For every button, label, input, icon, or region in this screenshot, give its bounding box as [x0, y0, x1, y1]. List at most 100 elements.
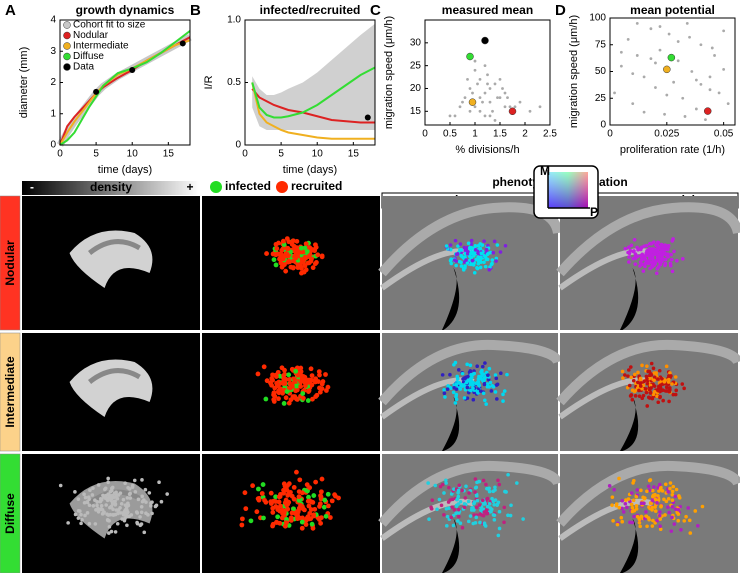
cell — [437, 497, 442, 502]
scatter-point — [458, 105, 462, 109]
cell — [488, 265, 492, 269]
cell — [642, 496, 647, 501]
cell — [459, 264, 464, 268]
density-core — [87, 239, 141, 255]
cell — [87, 503, 92, 508]
cell — [626, 374, 630, 378]
cell — [292, 246, 298, 252]
cell — [288, 515, 294, 521]
cell — [491, 385, 496, 389]
cell — [489, 262, 494, 267]
image-panel — [556, 333, 740, 451]
cell — [454, 503, 459, 508]
cell — [272, 385, 278, 391]
cell — [629, 375, 634, 380]
y-tick-label: 2 — [50, 77, 56, 88]
cell — [479, 251, 484, 256]
cell — [456, 244, 460, 248]
cell — [650, 396, 655, 401]
cell — [491, 489, 495, 494]
cell — [317, 372, 322, 378]
cell — [280, 238, 286, 244]
cell — [668, 486, 672, 491]
cell — [682, 386, 686, 391]
cell — [464, 380, 469, 385]
scatter-point — [491, 109, 494, 113]
cell — [629, 243, 634, 248]
cell — [636, 247, 640, 252]
cell — [647, 488, 652, 492]
cell — [687, 518, 692, 523]
row-label: Intermediate — [3, 356, 17, 428]
cell — [315, 252, 321, 258]
cell — [309, 521, 315, 527]
cell — [452, 363, 456, 367]
cell — [489, 507, 494, 512]
cell — [268, 490, 274, 496]
scatter-point — [473, 68, 477, 72]
cell — [303, 241, 309, 247]
cell — [627, 255, 631, 259]
cell — [693, 509, 698, 513]
cell — [493, 373, 498, 377]
cell — [493, 390, 498, 394]
cell — [670, 382, 674, 386]
cell — [458, 521, 463, 526]
cell — [463, 264, 467, 268]
cell — [458, 500, 463, 504]
cell — [476, 255, 480, 259]
cell — [138, 515, 142, 519]
cell — [136, 497, 141, 502]
brain-structure — [380, 498, 475, 541]
scatter-point — [473, 59, 477, 63]
cell — [468, 514, 473, 518]
cell — [490, 496, 494, 501]
cell — [668, 481, 673, 485]
scatter-point — [683, 115, 687, 118]
cell — [662, 497, 666, 502]
cell — [647, 369, 652, 374]
cell — [106, 480, 110, 485]
cell — [659, 504, 663, 509]
cell — [86, 495, 91, 499]
cell — [299, 519, 305, 525]
cell — [468, 379, 472, 383]
cell — [672, 522, 677, 526]
cell — [111, 513, 115, 517]
cell — [135, 511, 140, 515]
highlight-point — [663, 65, 671, 74]
cell — [319, 476, 325, 482]
cell — [667, 510, 671, 515]
cell — [478, 265, 483, 270]
scatter-point — [513, 105, 517, 109]
cell — [503, 243, 508, 248]
cell — [638, 384, 643, 388]
cell — [654, 371, 659, 375]
cell — [82, 492, 86, 497]
cell — [296, 489, 302, 495]
cell — [263, 499, 269, 505]
cell — [451, 523, 456, 528]
scatter-point — [486, 82, 489, 86]
cell — [110, 485, 115, 490]
cell — [429, 505, 433, 510]
x-tick-label: 0 — [422, 129, 428, 140]
cell — [468, 369, 473, 373]
cell — [650, 524, 655, 528]
cell — [482, 260, 486, 265]
cell — [91, 503, 96, 508]
cell — [283, 497, 289, 503]
cell — [103, 487, 107, 492]
x-tick-label: 0 — [242, 149, 248, 160]
scatter-point — [483, 64, 487, 68]
y-axis-label: diameter (mm) — [18, 47, 30, 119]
cell — [296, 497, 302, 503]
cell — [454, 511, 458, 516]
scatter-point — [694, 107, 698, 111]
image-panel — [202, 333, 380, 451]
scatter-point — [518, 100, 522, 104]
cell — [494, 256, 499, 261]
image-panel — [378, 454, 563, 573]
cell — [273, 374, 279, 380]
cell — [449, 515, 454, 520]
